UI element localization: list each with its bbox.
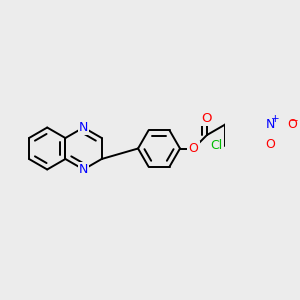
Text: O: O <box>287 118 297 131</box>
Text: N: N <box>266 118 275 131</box>
Text: +: + <box>271 114 279 124</box>
Text: N: N <box>79 163 88 176</box>
Text: O: O <box>266 138 275 151</box>
Text: O: O <box>188 142 198 155</box>
Text: −: − <box>290 116 299 126</box>
Text: O: O <box>202 112 212 125</box>
Text: N: N <box>79 121 88 134</box>
Text: Cl: Cl <box>210 139 222 152</box>
